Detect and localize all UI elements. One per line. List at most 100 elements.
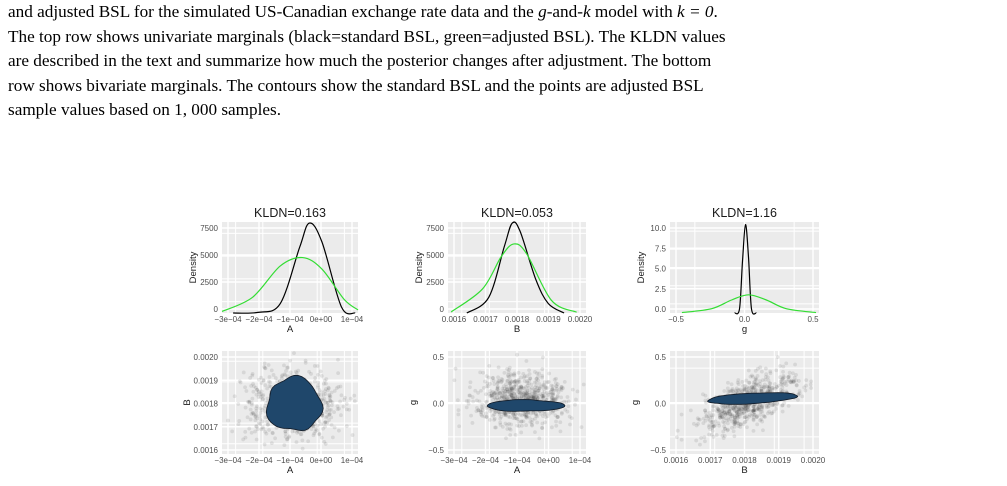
sample-point	[753, 408, 758, 412]
sample-point	[738, 404, 743, 408]
sample-point	[498, 416, 503, 421]
sample-point	[719, 411, 724, 416]
sample-point	[512, 391, 516, 396]
sample-point	[737, 388, 742, 393]
sample-point	[327, 418, 331, 422]
sample-point	[725, 410, 729, 415]
sample-point	[780, 409, 785, 414]
sample-point	[261, 426, 266, 431]
sample-point	[565, 395, 570, 399]
caption-text: .	[713, 2, 718, 21]
sample-point	[322, 421, 327, 425]
sample-point	[488, 394, 493, 398]
sample-point	[732, 405, 737, 409]
sample-point	[703, 408, 708, 413]
sample-point	[259, 392, 264, 397]
sample-point	[752, 408, 756, 413]
sample-point	[488, 389, 493, 393]
sample-point	[771, 385, 776, 390]
sample-point	[508, 372, 513, 377]
sample-point	[768, 371, 773, 376]
caption-line-2: The top row shows univariate marginals (…	[8, 26, 726, 46]
sample-point	[478, 410, 483, 415]
sample-point	[326, 401, 330, 405]
standard-bsl-density-line	[233, 222, 356, 315]
sample-point	[527, 381, 531, 386]
sample-point	[743, 419, 748, 424]
sample-point	[283, 429, 288, 434]
sample-point	[480, 413, 484, 418]
panel-title: KLDN=0.053	[481, 206, 553, 220]
sample-point	[556, 414, 560, 419]
sample-point	[500, 390, 505, 395]
sample-point	[730, 414, 735, 419]
sample-point	[675, 428, 680, 433]
sample-point	[311, 433, 316, 438]
sample-point	[566, 399, 571, 404]
y-axis-label: B	[182, 399, 193, 405]
sample-point	[536, 389, 541, 394]
sample-point	[496, 409, 501, 414]
sample-point	[747, 381, 752, 385]
sample-point	[480, 408, 485, 412]
sample-point	[496, 397, 500, 402]
sample-point	[286, 365, 290, 370]
sample-point	[530, 395, 534, 400]
sample-point	[269, 384, 273, 389]
sample-point	[523, 413, 528, 418]
sample-point	[485, 399, 489, 404]
sample-point	[764, 403, 769, 408]
sample-point	[729, 388, 734, 393]
sample-point	[245, 415, 250, 420]
sample-point	[541, 394, 546, 399]
sample-point	[244, 389, 249, 393]
sample-point	[508, 427, 513, 432]
x-tick-label: 0.0016	[664, 456, 689, 465]
sample-point	[753, 368, 758, 373]
sample-point	[747, 385, 752, 390]
sample-point	[504, 436, 508, 441]
sample-point	[322, 381, 326, 386]
sample-point	[533, 385, 538, 390]
sample-point	[296, 368, 301, 373]
sample-point	[710, 429, 715, 433]
sample-point	[542, 412, 547, 416]
sample-point	[741, 407, 746, 412]
sample-point	[743, 387, 748, 391]
sample-point	[502, 391, 507, 396]
sample-point	[487, 363, 492, 368]
sample-point	[339, 393, 344, 398]
sample-point	[736, 382, 741, 387]
sample-point	[534, 394, 539, 399]
sample-point	[256, 389, 261, 394]
sample-point	[493, 425, 497, 430]
sample-point	[516, 377, 521, 382]
sample-point	[509, 386, 514, 391]
sample-point	[723, 416, 728, 421]
sample-point	[253, 414, 258, 418]
sample-point	[508, 385, 513, 389]
sample-point	[713, 423, 717, 427]
sample-point	[318, 369, 323, 374]
sample-point	[494, 409, 499, 414]
sample-point	[516, 389, 521, 394]
sample-point	[780, 382, 785, 387]
sample-point	[757, 407, 761, 412]
sample-point	[754, 377, 759, 382]
sample-point	[767, 388, 772, 393]
sample-point	[489, 391, 494, 396]
sample-point	[719, 414, 724, 419]
sample-point	[721, 411, 726, 415]
sample-point	[555, 415, 560, 420]
sample-point	[493, 410, 498, 415]
sample-point	[778, 375, 782, 380]
sample-point	[731, 406, 736, 411]
sample-point	[532, 380, 537, 385]
sample-point	[723, 408, 727, 413]
sample-point	[493, 391, 498, 395]
sample-point	[489, 393, 494, 398]
sample-point	[299, 432, 304, 437]
sample-point	[752, 413, 757, 417]
sample-point	[781, 389, 785, 393]
sample-point	[315, 364, 320, 368]
